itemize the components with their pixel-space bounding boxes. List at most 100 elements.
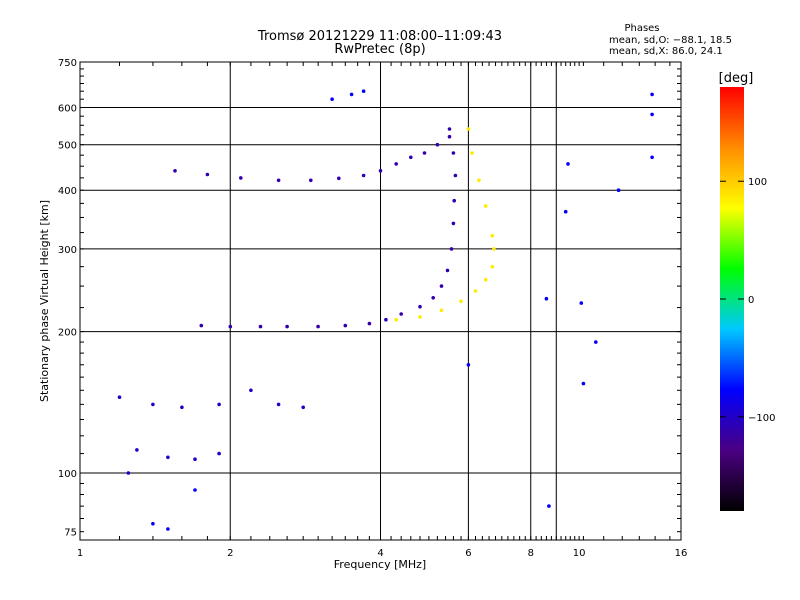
y-axis-ticks: 75 100 200 300 400 500 600 750 bbox=[58, 58, 681, 539]
y-tick-label: 200 bbox=[58, 328, 77, 339]
echo-point bbox=[193, 488, 197, 492]
y-tick-label: 300 bbox=[58, 245, 77, 256]
echo-point bbox=[217, 451, 221, 456]
colorbar-unit: [deg] bbox=[719, 71, 754, 86]
echo-point bbox=[439, 308, 444, 313]
colorbar-tick-label: 0 bbox=[748, 295, 754, 306]
echo-point bbox=[409, 155, 413, 160]
echo-point bbox=[276, 402, 281, 407]
echo-point bbox=[650, 155, 654, 160]
echo-point bbox=[349, 92, 354, 97]
echo-point bbox=[477, 178, 481, 183]
echo-point bbox=[439, 284, 444, 288]
echo-point bbox=[566, 162, 570, 166]
y-tick-label: 400 bbox=[58, 186, 77, 197]
y-tick-label: 600 bbox=[58, 104, 77, 115]
x-tick-label: 8 bbox=[528, 548, 534, 559]
echo-point bbox=[384, 317, 388, 322]
echo-point bbox=[151, 521, 155, 526]
echo-point bbox=[239, 176, 243, 180]
echo-point bbox=[378, 169, 383, 173]
echo-point bbox=[285, 324, 289, 329]
echo-point bbox=[394, 317, 399, 322]
echo-point bbox=[431, 296, 436, 300]
phases-o-stats: mean, sd,O: −88.1, 18.5 bbox=[609, 35, 732, 46]
y-tick-label: 750 bbox=[58, 58, 77, 69]
echo-point bbox=[330, 97, 334, 101]
y-axis-label: Stationary phase Virtual Height [km] bbox=[38, 200, 51, 402]
x-tick-label: 2 bbox=[227, 548, 233, 559]
echo-points bbox=[117, 89, 654, 531]
phases-x-stats: mean, sd,X: 86.0, 24.1 bbox=[609, 46, 723, 57]
echo-point bbox=[126, 471, 131, 475]
echo-point bbox=[309, 178, 313, 183]
echo-point bbox=[466, 127, 471, 131]
echo-point bbox=[483, 204, 488, 208]
x-tick-label: 16 bbox=[675, 548, 688, 559]
echo-point bbox=[117, 395, 122, 400]
echo-point bbox=[459, 299, 463, 304]
echo-point bbox=[616, 188, 621, 192]
echo-point bbox=[473, 289, 478, 293]
y-tick-label: 75 bbox=[64, 528, 77, 539]
echo-point bbox=[453, 173, 458, 178]
echo-point bbox=[544, 296, 549, 301]
echo-point bbox=[594, 340, 598, 344]
echo-point bbox=[367, 321, 372, 326]
echo-point bbox=[258, 324, 263, 329]
echo-point bbox=[451, 221, 456, 226]
echo-point bbox=[490, 233, 495, 238]
phases-title: Phases bbox=[624, 23, 659, 34]
echo-point bbox=[492, 247, 496, 251]
echo-point bbox=[418, 315, 422, 319]
echo-point bbox=[166, 455, 170, 460]
echo-point bbox=[205, 172, 210, 177]
echo-point bbox=[452, 198, 457, 203]
echo-point bbox=[394, 162, 399, 166]
echo-point bbox=[301, 405, 306, 410]
x-tick-label: 6 bbox=[465, 548, 471, 559]
echo-point bbox=[579, 301, 584, 305]
colorbar-tick-label: −100 bbox=[748, 413, 775, 424]
echo-point bbox=[547, 504, 551, 508]
echo-point bbox=[422, 151, 427, 155]
echo-point bbox=[173, 169, 177, 173]
echo-point bbox=[650, 92, 654, 97]
y-tick-label: 500 bbox=[58, 141, 77, 152]
echo-point bbox=[399, 312, 404, 316]
colorbar-ticks: 100 0 −100 bbox=[720, 177, 775, 424]
x-axis-label: Frequency [MHz] bbox=[334, 558, 426, 571]
echo-point bbox=[650, 112, 654, 117]
echo-point bbox=[451, 151, 456, 155]
chart-title: Tromsø 20121229 11:08:00–11:09:43 bbox=[257, 29, 502, 44]
echo-point bbox=[199, 323, 204, 328]
chart-subtitle: RwPretec (8p) bbox=[334, 42, 425, 57]
echo-point bbox=[447, 134, 452, 139]
echo-point bbox=[447, 127, 452, 131]
plot-area: 1 2 4 6 8 10 16 75 100 200 300 400 500 600 750 bbox=[58, 58, 687, 559]
echo-point bbox=[483, 277, 488, 282]
echo-point bbox=[445, 268, 450, 273]
echo-point bbox=[343, 323, 348, 328]
echo-point bbox=[217, 402, 221, 407]
echo-point bbox=[249, 388, 253, 393]
echo-point bbox=[470, 151, 474, 155]
x-tick-label: 10 bbox=[573, 548, 586, 559]
echo-point bbox=[228, 324, 233, 329]
echo-point bbox=[418, 304, 422, 309]
echo-point bbox=[276, 178, 281, 183]
echo-point bbox=[337, 176, 341, 181]
colorbar-tick-label: 100 bbox=[748, 177, 767, 188]
echo-point bbox=[193, 457, 197, 462]
y-tick-label: 100 bbox=[58, 469, 77, 480]
echo-point bbox=[135, 448, 139, 452]
echo-point bbox=[466, 363, 471, 367]
echo-point bbox=[581, 381, 586, 386]
colorbar: [deg] 100 0 −100 bbox=[719, 71, 775, 511]
echo-point bbox=[361, 89, 366, 93]
x-axis-ticks: 1 2 4 6 8 10 16 bbox=[77, 62, 688, 559]
echo-point bbox=[361, 173, 366, 178]
echo-point bbox=[151, 402, 155, 407]
x-tick-label: 4 bbox=[377, 548, 383, 559]
